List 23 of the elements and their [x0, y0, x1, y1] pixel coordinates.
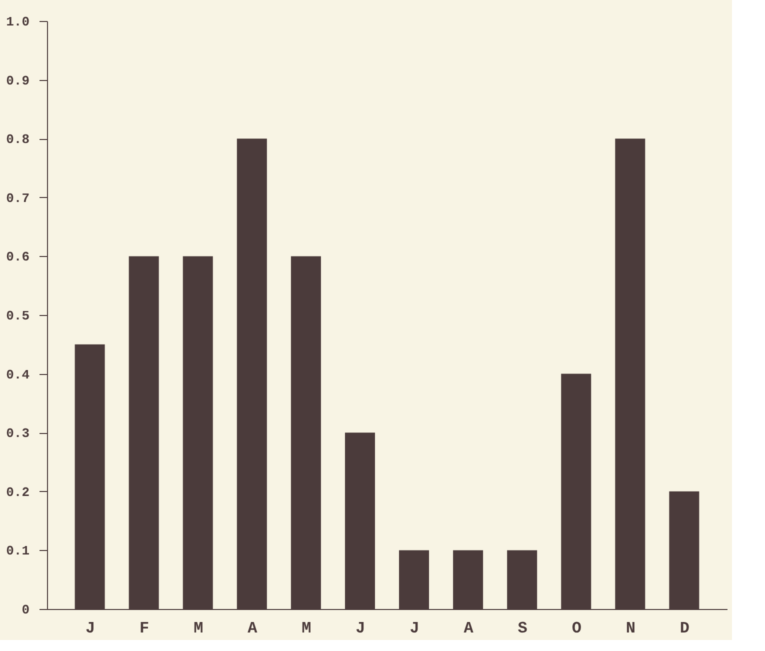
y-tick-label: 0.9 [6, 73, 30, 88]
y-tick-label: 0.8 [6, 132, 30, 148]
x-tick-label: D [680, 620, 690, 638]
x-tick-label: M [302, 620, 312, 638]
y-tick-label: 0.7 [6, 190, 30, 206]
x-tick-label: J [410, 620, 420, 638]
y-tick-label: 0 [22, 602, 30, 618]
y-tick-label: 0.3 [6, 426, 30, 442]
x-tick-label: A [464, 620, 474, 638]
x-tick-label: N [626, 620, 636, 638]
y-tick-label: 0.2 [6, 484, 30, 500]
y-tick-label: 1.0 [6, 14, 30, 30]
y-tick-label: 0.4 [6, 367, 30, 382]
y-tick-label: 0.5 [6, 308, 30, 324]
x-tick-label: S [518, 620, 528, 638]
x-tick-label: J [86, 620, 96, 638]
y-tick-label: 0.6 [6, 250, 30, 265]
x-tick-label: O [572, 620, 582, 638]
x-tick-label: A [248, 620, 258, 638]
x-tick-label: F [140, 620, 150, 638]
x-tick-label: J [356, 620, 366, 638]
y-tick-label: 0.1 [6, 544, 30, 559]
x-tick-label: M [194, 620, 204, 638]
